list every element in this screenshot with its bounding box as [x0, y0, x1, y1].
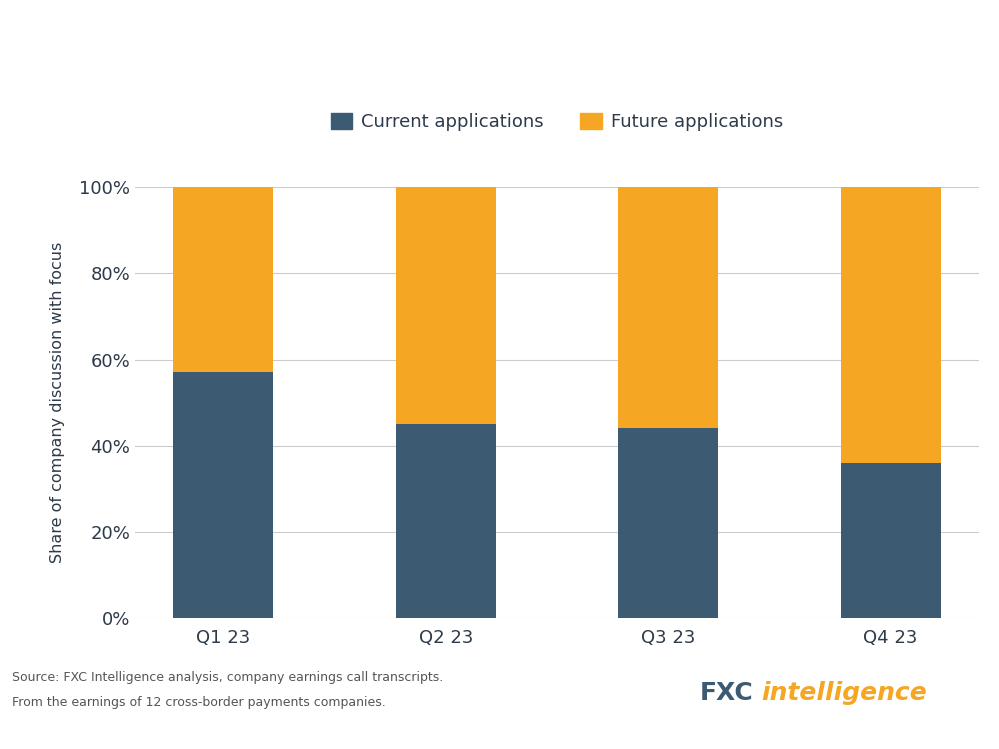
Bar — [173, 187, 274, 372]
Y-axis label: Share of company discussion with focus: Share of company discussion with focus — [50, 242, 65, 563]
Bar — [618, 187, 718, 428]
Text: intelligence: intelligence — [761, 681, 927, 705]
Text: Share of AI discussion focused on current and future initiatives in earnings cal: Share of AI discussion focused on curren… — [12, 108, 707, 126]
Bar — [396, 187, 496, 424]
Bar — [396, 424, 496, 618]
Bar — [840, 463, 941, 618]
Text: Source: FXC Intelligence analysis, company earnings call transcripts.: Source: FXC Intelligence analysis, compa… — [12, 671, 444, 685]
Bar — [618, 428, 718, 618]
Text: From the earnings of 12 cross-border payments companies.: From the earnings of 12 cross-border pay… — [12, 696, 386, 709]
Text: AI discussion in payments leaned towards future activity in 2023: AI discussion in payments leaned towards… — [12, 35, 980, 61]
Bar — [840, 187, 941, 463]
Legend: Current applications, Future applications: Current applications, Future application… — [324, 106, 790, 139]
Text: FXC: FXC — [699, 681, 753, 705]
Bar — [173, 372, 274, 618]
